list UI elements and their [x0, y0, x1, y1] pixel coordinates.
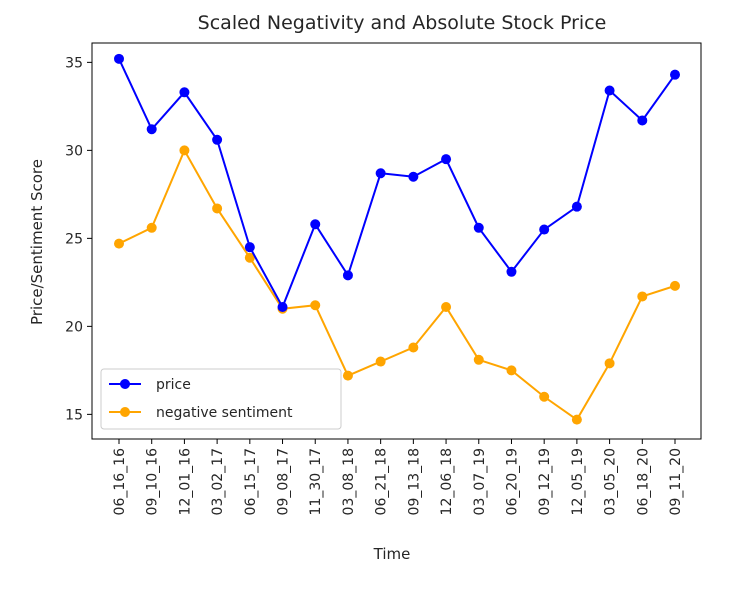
data-point-price	[179, 87, 190, 98]
legend: price negative sentiment	[100, 368, 342, 430]
x-tick-label: 06_20_19	[504, 448, 520, 515]
data-point-negative-sentiment	[375, 356, 386, 367]
x-tick-label: 03_02_17	[210, 448, 226, 515]
y-axis-label: Price/Sentiment Score	[28, 159, 46, 325]
data-point-price	[342, 270, 353, 281]
series-price	[114, 53, 680, 312]
data-point-negative-sentiment	[146, 222, 157, 233]
x-tick-label: 09_13_18	[406, 448, 422, 515]
chart-title: Scaled Negativity and Absolute Stock Pri…	[198, 12, 607, 34]
data-point-negative-sentiment	[539, 391, 550, 402]
data-point-price	[375, 168, 386, 179]
legend-marker-price	[120, 379, 130, 389]
data-point-negative-sentiment	[114, 238, 124, 249]
data-point-price	[539, 224, 550, 235]
data-point-negative-sentiment	[408, 342, 419, 353]
y-axis: 15 20 25 30 35	[65, 55, 92, 423]
x-tick-label: 06_16_16	[112, 448, 128, 516]
data-point-negative-sentiment	[310, 300, 321, 311]
series-line-negative-sentiment	[118, 148, 676, 422]
data-point-price	[146, 124, 157, 135]
x-tick-label: 12_01_16	[177, 448, 193, 516]
data-point-price	[670, 69, 680, 80]
data-point-price	[604, 85, 615, 96]
x-tick-label: 09_11_20	[668, 448, 684, 515]
data-point-price	[114, 53, 124, 64]
series-layer	[114, 53, 680, 425]
x-tick-label: 03_08_18	[341, 448, 357, 515]
plot-area	[91, 42, 702, 440]
data-point-price	[277, 302, 288, 312]
x-tick-label: 03_05_20	[603, 448, 619, 515]
x-axis-label: Time	[373, 545, 411, 563]
data-point-negative-sentiment	[179, 145, 190, 156]
x-tick-label: 12_05_19	[570, 448, 586, 515]
data-point-price	[212, 134, 223, 145]
x-tick-label: 12_06_18	[439, 448, 455, 515]
x-tick-label: 06_21_18	[374, 448, 390, 515]
data-point-price	[506, 266, 517, 277]
x-axis: 06_16_16 09_10_16 12_01_16 03_02_17 06_15_17…	[112, 439, 684, 515]
data-point-negative-sentiment	[473, 354, 484, 365]
x-tick-label: 06_15_17	[243, 448, 259, 515]
data-point-price	[408, 171, 419, 182]
y-tick-label: 35	[65, 55, 83, 71]
x-tick-label: 11_30_17	[308, 448, 324, 515]
data-point-price	[244, 242, 255, 253]
data-point-price	[441, 154, 452, 165]
x-tick-label: 03_07_19	[472, 448, 488, 515]
data-point-negative-sentiment	[637, 291, 648, 302]
series-negative-sentiment	[114, 145, 680, 425]
legend-box	[100, 368, 342, 430]
data-point-negative-sentiment	[212, 203, 223, 214]
data-point-price	[473, 222, 484, 233]
y-tick-label: 20	[65, 319, 83, 335]
data-point-negative-sentiment	[506, 365, 517, 376]
legend-label-price: price	[156, 377, 191, 393]
series-line-price	[118, 58, 676, 310]
data-point-price	[310, 219, 321, 230]
data-point-negative-sentiment	[342, 370, 353, 381]
legend-label-negative-sentiment: negative sentiment	[156, 405, 293, 421]
y-tick-label: 15	[65, 407, 83, 423]
data-point-negative-sentiment	[604, 358, 615, 369]
plot-border	[91, 42, 702, 440]
data-point-negative-sentiment	[244, 252, 255, 263]
data-point-negative-sentiment	[571, 414, 582, 425]
legend-marker-negative-sentiment	[120, 407, 130, 417]
data-point-negative-sentiment	[670, 280, 680, 291]
data-point-negative-sentiment	[441, 302, 452, 312]
y-tick-label: 25	[65, 231, 83, 247]
x-tick-label: 09_08_17	[276, 448, 292, 515]
x-tick-label: 09_12_19	[537, 448, 553, 515]
data-point-price	[571, 201, 582, 212]
data-point-price	[637, 115, 648, 126]
y-tick-label: 30	[65, 143, 83, 159]
x-tick-label: 06_18_20	[635, 448, 651, 515]
x-tick-label: 09_10_16	[145, 448, 161, 516]
